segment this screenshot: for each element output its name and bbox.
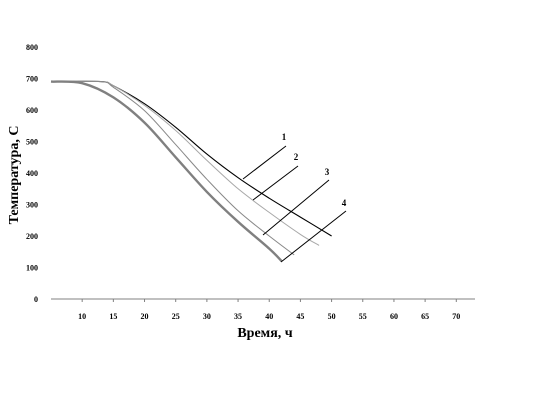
y-tick-label: 500 <box>26 138 38 147</box>
y-tick-label: 200 <box>26 232 38 241</box>
series-4-line <box>50 80 283 263</box>
y-axis-label: Температура, С <box>7 126 22 225</box>
x-tick-label: 65 <box>421 312 429 321</box>
curve-4-label: 4 <box>342 198 347 208</box>
curve-4-leader-line <box>280 210 347 263</box>
x-axis-ticks: 10 15 20 25 30 35 40 45 50 55 60 65 70 <box>78 299 460 321</box>
x-tick-label: 10 <box>78 312 86 321</box>
x-tick-label: 70 <box>452 312 460 321</box>
x-tick-label: 60 <box>390 312 398 321</box>
x-tick-label: 30 <box>203 312 211 321</box>
y-tick-label: 600 <box>26 106 38 115</box>
curve-1-leader-line <box>242 145 287 180</box>
x-tick-label: 45 <box>296 312 304 321</box>
curve-3-label: 3 <box>325 167 330 177</box>
series-2-line <box>50 80 320 246</box>
x-tick-label: 20 <box>141 312 149 321</box>
series-group <box>50 80 332 263</box>
y-tick-label: 300 <box>26 201 38 210</box>
y-tick-label: 700 <box>26 75 38 84</box>
x-axis-label: Время, ч <box>237 326 292 341</box>
x-tick-label: 15 <box>109 312 117 321</box>
curve-2-leader-line <box>252 165 299 201</box>
x-tick-label: 25 <box>172 312 180 321</box>
curve-labels-group: 12 3 4 <box>242 132 347 263</box>
x-tick-label: 55 <box>359 312 367 321</box>
y-tick-label: 400 <box>26 169 38 178</box>
series-3-line <box>50 80 295 256</box>
x-tick-label: 50 <box>328 312 336 321</box>
x-tick-label: 40 <box>265 312 273 321</box>
y-tick-label: 0 <box>34 295 38 304</box>
plot-area: 10 15 20 25 30 35 40 45 50 55 60 65 70 0 100 200 300 400… <box>26 43 475 321</box>
y-tick-label: 100 <box>26 264 38 273</box>
y-tick-label: 800 <box>26 43 38 52</box>
y-axis-ticks: 0 100 200 300 400 500 600 700 800 <box>26 43 38 304</box>
curve-1-label: 1 <box>282 132 287 142</box>
curve-3-leader-line <box>262 179 330 236</box>
x-tick-label: 35 <box>234 312 242 321</box>
curve-2-label: 2 <box>294 152 299 162</box>
